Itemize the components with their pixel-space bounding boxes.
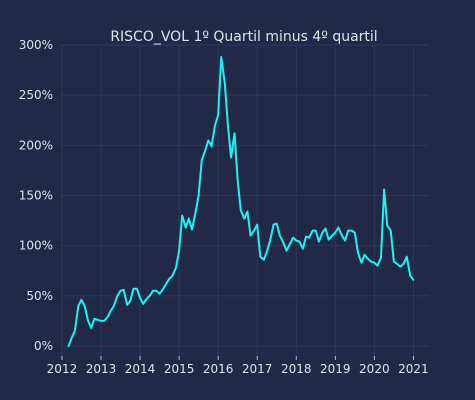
x-tick-label: 2017 [242, 362, 273, 376]
x-tick-label: 2015 [164, 362, 195, 376]
y-tick-label: 250% [19, 88, 53, 102]
x-tick-label: 2012 [47, 362, 78, 376]
x-tick-label: 2013 [86, 362, 117, 376]
y-tick-label: 0% [34, 339, 53, 353]
series-line [67, 56, 415, 347]
chart-title: RISCO_VOL 1º Quartil minus 4º quartil [110, 29, 377, 45]
y-tick-label: 150% [19, 188, 53, 202]
x-tick-label: 2021 [398, 362, 429, 376]
axis-ticks: 0% 50% 100% 150% 200% 250% 300% 2012 2013 2014 201… [19, 38, 429, 376]
y-tick-label: 200% [19, 138, 53, 152]
x-tick-label: 2018 [281, 362, 312, 376]
y-tick-label: 300% [19, 38, 53, 52]
x-tick-label: 2016 [203, 362, 234, 376]
y-tick-label: 50% [26, 289, 53, 303]
y-tick-label: 100% [19, 239, 53, 253]
x-tick-label: 2020 [359, 362, 390, 376]
grid [60, 44, 429, 356]
x-tick-label: 2014 [125, 362, 156, 376]
x-tick-label: 2019 [320, 362, 351, 376]
series-layer [67, 56, 415, 347]
